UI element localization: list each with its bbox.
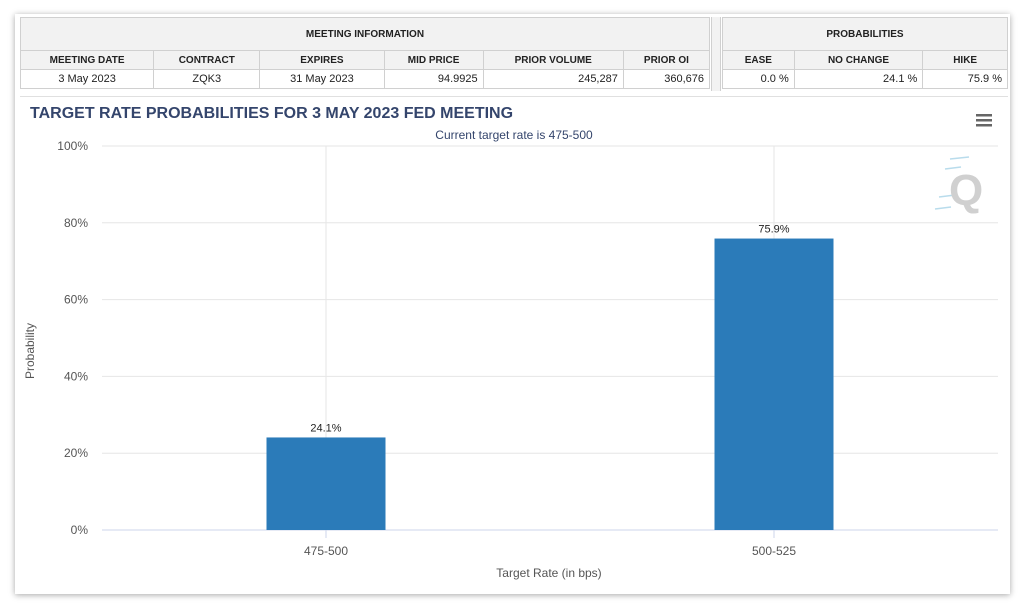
expires-value: 31 May 2023 (259, 69, 385, 89)
table-separator (711, 17, 721, 91)
y-tick-label: 80% (64, 216, 88, 230)
prior-oi-value: 360,676 (622, 69, 711, 89)
y-axis-title: Probability (23, 323, 37, 379)
col-ease: EASE (722, 50, 795, 70)
x-axis: 475-500 500-525 (304, 530, 796, 558)
table-row: 3 May 2023 ZQK3 31 May 2023 94.9925 245,… (19, 69, 711, 89)
probabilities-table: PROBABILITIES EASE NO CHANGE HIKE 0.0 % … (722, 17, 1008, 89)
y-axis: 0% 20% 40% 60% 80% 100% (57, 139, 998, 537)
col-hike: HIKE (922, 50, 1008, 70)
x-axis-title: Target Rate (in bps) (496, 566, 601, 580)
hamburger-icon[interactable] (976, 114, 992, 127)
bar-chart: TARGET RATE PROBABILITIES FOR 3 MAY 2023… (23, 105, 998, 580)
col-prior-volume: PRIOR VOLUME (482, 50, 624, 70)
chart-subtitle: Current target rate is 475-500 (435, 128, 593, 142)
col-mid-price: MID PRICE (383, 50, 484, 70)
table-row: 0.0 % 24.1 % 75.9 % (722, 69, 1008, 89)
ease-value: 0.0 % (722, 69, 795, 89)
meeting-date-value: 3 May 2023 (19, 69, 155, 89)
col-meeting-date: MEETING DATE (19, 50, 155, 70)
watermark-logo-icon: Q (934, 156, 983, 215)
bar-475-500[interactable] (266, 437, 386, 530)
bars (266, 238, 834, 530)
contract-value: ZQK3 (153, 69, 261, 89)
col-expires: EXPIRES (259, 50, 385, 70)
watermark-letter: Q (949, 166, 983, 215)
col-prior-oi: PRIOR OI (622, 50, 711, 70)
meeting-information-table: MEETING INFORMATION MEETING DATE CONTRAC… (19, 17, 711, 89)
col-contract: CONTRACT (153, 50, 261, 70)
y-tick-label: 40% (64, 369, 88, 383)
x-gridlines (325, 146, 775, 530)
data-labels: 24.1% 75.9% (310, 224, 789, 435)
bar-500-525[interactable] (714, 238, 834, 530)
x-tick-label: 475-500 (304, 544, 348, 558)
chart-title: TARGET RATE PROBABILITIES FOR 3 MAY 2023… (30, 105, 513, 122)
data-label: 75.9% (758, 224, 789, 236)
hike-value: 75.9 % (922, 69, 1008, 89)
fedwatch-panel: MEETING INFORMATION MEETING DATE CONTRAC… (15, 14, 1010, 594)
prior-volume-value: 245,287 (482, 69, 624, 89)
y-tick-label: 60% (64, 293, 88, 307)
probabilities-header: PROBABILITIES (722, 17, 1008, 51)
data-label: 24.1% (310, 422, 341, 434)
col-no-change: NO CHANGE (793, 50, 924, 70)
no-change-value: 24.1 % (793, 69, 924, 89)
y-tick-label: 20% (64, 446, 88, 460)
meeting-information-header: MEETING INFORMATION (20, 17, 710, 51)
mid-price-value: 94.9925 (383, 69, 484, 89)
x-tick-label: 500-525 (752, 544, 796, 558)
y-tick-label: 0% (71, 523, 89, 537)
chart-container: TARGET RATE PROBABILITIES FOR 3 MAY 2023… (20, 96, 1008, 592)
y-tick-label: 100% (57, 139, 88, 153)
